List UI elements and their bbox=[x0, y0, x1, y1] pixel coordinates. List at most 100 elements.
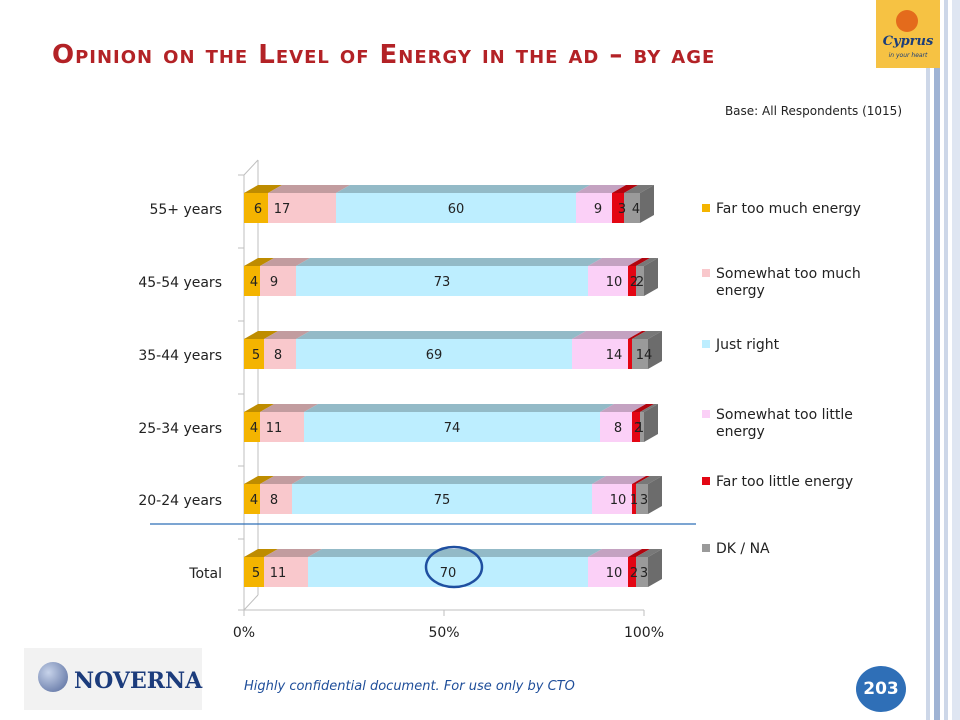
bar-segment bbox=[264, 339, 296, 369]
bar-segment-top bbox=[260, 404, 318, 412]
bar-segment bbox=[264, 557, 308, 587]
page-title: Opinion on the Level of Energy in the ad… bbox=[52, 40, 716, 70]
decorative-side-stripes bbox=[926, 0, 960, 720]
bar-segment bbox=[636, 266, 644, 296]
bar-segment bbox=[296, 339, 572, 369]
bar-segment-top bbox=[600, 404, 646, 412]
bar-segment-top bbox=[292, 476, 606, 484]
bar-segment-top bbox=[244, 185, 282, 193]
bar-segment-top bbox=[296, 258, 602, 266]
bar-segment-top bbox=[296, 331, 586, 339]
data-label: 4 bbox=[250, 493, 258, 508]
legend-label: Far too much energy bbox=[716, 201, 861, 217]
bar-segment bbox=[612, 193, 624, 223]
cyprus-logo: Cyprus in your heart bbox=[876, 0, 940, 68]
sun-icon bbox=[896, 10, 918, 32]
data-label: 11 bbox=[270, 566, 287, 581]
data-label: 8 bbox=[614, 421, 622, 436]
bar-segment-top bbox=[264, 549, 322, 557]
confidential-footer: Highly confidential document. For use on… bbox=[244, 679, 575, 694]
bar-segment bbox=[628, 557, 636, 587]
data-label: 70 bbox=[440, 566, 457, 581]
bar-segment bbox=[244, 484, 260, 514]
cyprus-logo-word: Cyprus bbox=[882, 34, 934, 49]
bar-segment bbox=[636, 557, 648, 587]
data-label: 2 bbox=[634, 421, 642, 436]
data-label: 11 bbox=[266, 421, 283, 436]
cyprus-logo-tag: in your heart bbox=[888, 52, 928, 59]
bar-segment bbox=[636, 484, 648, 514]
bar-segment-top bbox=[264, 331, 310, 339]
category-label: Total bbox=[188, 566, 222, 582]
bar-side-face bbox=[644, 258, 658, 296]
bar-segment bbox=[260, 484, 292, 514]
legend-label: Somewhat too little bbox=[716, 407, 853, 423]
bar-segment bbox=[576, 193, 612, 223]
bar-segment-top bbox=[308, 549, 602, 557]
bar-segment-top bbox=[628, 331, 646, 339]
data-label: 17 bbox=[274, 202, 291, 217]
legend-swatch bbox=[702, 340, 710, 348]
axis-top-edge bbox=[243, 159, 259, 176]
bar-segment bbox=[640, 412, 644, 442]
x-tick-label: 100% bbox=[624, 625, 664, 641]
bar-segment-top bbox=[336, 185, 590, 193]
data-label: 8 bbox=[274, 348, 282, 363]
data-label: 75 bbox=[434, 493, 451, 508]
bar-segment-top bbox=[268, 185, 350, 193]
category-label: 20-24 years bbox=[138, 493, 222, 509]
bar-segment-top bbox=[636, 476, 662, 484]
legend-label: DK / NA bbox=[716, 541, 770, 557]
data-label: 3 bbox=[640, 493, 648, 508]
bar-segment bbox=[292, 484, 592, 514]
bar-segment bbox=[244, 339, 264, 369]
bar-segment bbox=[260, 412, 304, 442]
globe-icon bbox=[38, 662, 68, 692]
bar-segment-top bbox=[588, 549, 642, 557]
legend-swatch bbox=[702, 204, 710, 212]
bar-segment-top bbox=[304, 404, 614, 412]
data-label: 5 bbox=[252, 566, 260, 581]
data-label: 1 bbox=[636, 421, 644, 436]
category-label: 25-34 years bbox=[138, 421, 222, 437]
category-label: 55+ years bbox=[149, 202, 222, 218]
bar-segment bbox=[260, 266, 296, 296]
data-label: 3 bbox=[618, 202, 626, 217]
legend-label: Somewhat too much bbox=[716, 266, 861, 282]
bar-segment-top bbox=[636, 258, 658, 266]
bar-side-face bbox=[644, 404, 658, 442]
x-tick-label: 0% bbox=[233, 625, 255, 641]
legend-label: Far too little energy bbox=[716, 474, 853, 490]
bar-side-face bbox=[640, 185, 654, 223]
bar-segment-top bbox=[628, 549, 650, 557]
bar-segment bbox=[588, 266, 628, 296]
bar-segment bbox=[572, 339, 628, 369]
category-label: 35-44 years bbox=[138, 348, 222, 364]
legend-swatch bbox=[702, 477, 710, 485]
data-label: 6 bbox=[254, 202, 262, 217]
data-label: 2 bbox=[630, 275, 638, 290]
bar-segment bbox=[624, 193, 640, 223]
data-label: 73 bbox=[434, 275, 451, 290]
bar-segment bbox=[632, 412, 640, 442]
data-label: 4 bbox=[250, 421, 258, 436]
novaerna-logo: NOVERNA bbox=[24, 648, 202, 710]
highlight-circle bbox=[424, 545, 484, 589]
legend-label: energy bbox=[716, 283, 765, 299]
bar-segment-top bbox=[244, 476, 274, 484]
bar-segment-top bbox=[632, 404, 654, 412]
bar-segment bbox=[588, 557, 628, 587]
data-label: 10 bbox=[606, 275, 623, 290]
bar-segment bbox=[632, 339, 648, 369]
bar-segment-top bbox=[576, 185, 626, 193]
data-label: 2 bbox=[630, 566, 638, 581]
category-label: 45-54 years bbox=[138, 275, 222, 291]
bar-segment-top bbox=[632, 476, 650, 484]
data-label: 14 bbox=[606, 348, 623, 363]
bar-segment bbox=[244, 266, 260, 296]
legend-swatch bbox=[702, 269, 710, 277]
bar-segment bbox=[628, 339, 632, 369]
legend-label: Just right bbox=[715, 337, 780, 353]
bar-segment-top bbox=[624, 185, 654, 193]
